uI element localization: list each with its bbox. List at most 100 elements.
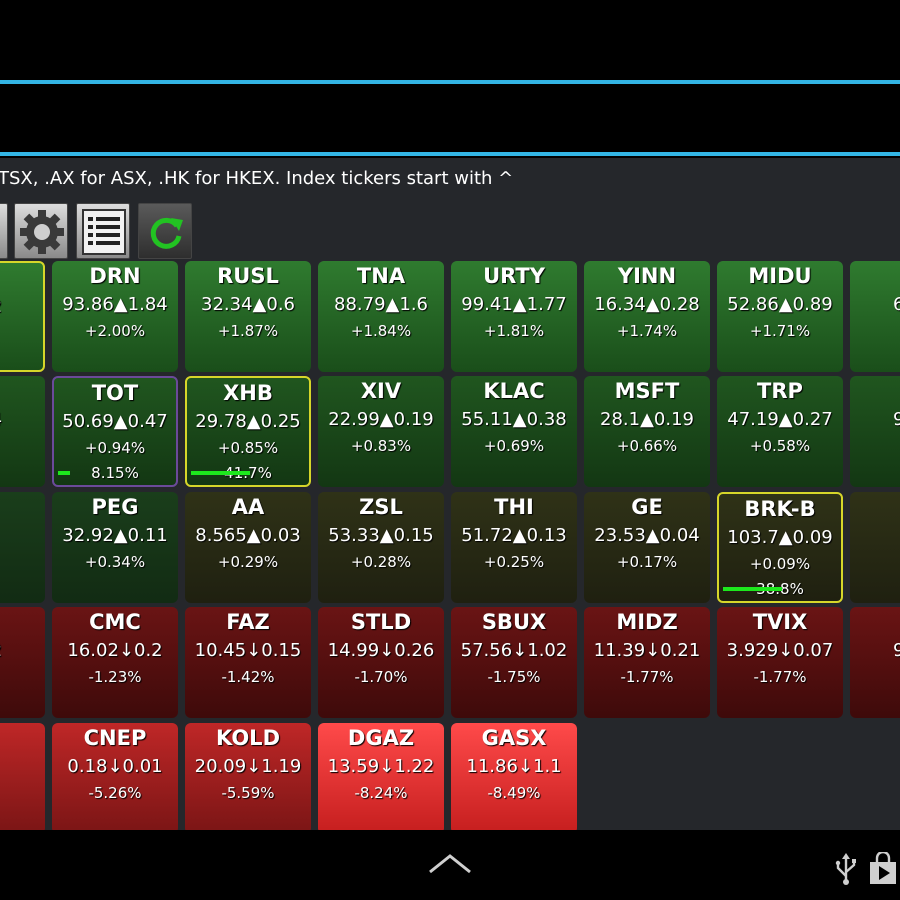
- ticker-symbol: STLD: [350, 610, 412, 634]
- ticker-tile-t[interactable]: T 9.32 -1: [850, 607, 900, 718]
- ticker-tile-aa[interactable]: AA 8.565▲0.03 +0.29%: [185, 492, 311, 603]
- ticker-symbol: PEG: [91, 495, 139, 519]
- ticker-tile-drn[interactable]: DRN 93.86▲1.84 +2.00%: [52, 261, 178, 372]
- accent-divider-bottom: [0, 152, 900, 156]
- ticker-tile-trp[interactable]: TRP 47.19▲0.27 +0.58%: [717, 376, 843, 487]
- ticker-tile-cmc[interactable]: CMC 16.02↓0.2 -1.23%: [52, 607, 178, 718]
- ticker-extra: 8.15%: [91, 464, 139, 482]
- ticker-price: 9.32: [892, 640, 900, 661]
- ticker-price: 29.78▲0.25: [195, 411, 301, 432]
- ticker-price: 55.11▲0.38: [461, 409, 567, 430]
- ticker-price: 2.5: [0, 756, 45, 777]
- ticker-change: +1.74%: [616, 322, 678, 340]
- ticker-change: %: [0, 553, 45, 571]
- ticker-symbol: SBUX: [481, 610, 547, 634]
- ticker-price: 16.02↓0.2: [67, 640, 163, 661]
- ticker-tile-l[interactable]: L 4.44%: [0, 376, 45, 487]
- ticker-tile-kold[interactable]: KOLD 20.09↓1.19 -5.59%: [185, 723, 311, 830]
- ticker-price: 16.34▲0.28: [594, 294, 700, 315]
- ticker-price: 10.45↓0.15: [194, 640, 302, 661]
- status-bar: [0, 0, 900, 82]
- ticker-change: +0.17%: [616, 553, 678, 571]
- ticker-price: 13.59↓1.22: [327, 756, 435, 777]
- ticker-tile-xiv[interactable]: XIV 22.99▲0.19 +0.83%: [318, 376, 444, 487]
- ticker-change: -5.26%: [88, 784, 142, 802]
- ticker-tile-bi[interactable]: BI 60.8: [850, 261, 900, 372]
- add-button[interactable]: [0, 203, 8, 259]
- ticker-tile-p[interactable]: P%: [850, 492, 900, 603]
- ticker-tile-thi[interactable]: THI 51.72▲0.13 +0.25%: [451, 492, 577, 603]
- ticker-change: -1.42%: [221, 668, 275, 686]
- gear-icon: [20, 210, 64, 254]
- ticker-tile-cnep[interactable]: CNEP 0.18↓0.01 -5.26%: [52, 723, 178, 830]
- ticker-tile-sbux[interactable]: SBUX 57.56↓1.02 -1.75%: [451, 607, 577, 718]
- ticker-tile-urty[interactable]: URTY 99.41▲1.77 +1.81%: [451, 261, 577, 372]
- ticker-tile-yinn[interactable]: YINN 16.34▲0.28 +1.74%: [584, 261, 710, 372]
- ticker-symbol: AA: [231, 495, 265, 519]
- ticker-change: %: [0, 668, 45, 686]
- ticker-tile-ge[interactable]: GE 23.53▲0.04 +0.17%: [584, 492, 710, 603]
- ticker-tile-rusl[interactable]: RUSL 32.34▲0.6 +1.87%: [185, 261, 311, 372]
- ticker-price: 0.18↓0.01: [67, 756, 163, 777]
- ticker-price: 99.41▲1.77: [461, 294, 567, 315]
- ticker-price: 47.19▲0.27: [727, 409, 833, 430]
- ticker-price: 60.8: [892, 294, 900, 315]
- settings-button[interactable]: [14, 203, 68, 259]
- ticker-tile-stld[interactable]: STLD 14.99↓0.26 -1.70%: [318, 607, 444, 718]
- ticker-change: +0.25%: [483, 553, 545, 571]
- ticker-tile-tna[interactable]: TNA 88.79▲1.6 +1.84%: [318, 261, 444, 372]
- navigation-bar: [0, 830, 900, 900]
- ticker-symbol: MSFT: [614, 379, 680, 403]
- ticker-symbol: DRN: [89, 264, 141, 288]
- ticker-symbol: FAZ: [226, 610, 270, 634]
- ticker-symbol: YINN: [617, 264, 677, 288]
- ticker-tile-gasx[interactable]: GASX 11.86↓1.1 -8.49%: [451, 723, 577, 830]
- ticker-change: -1.77%: [620, 668, 674, 686]
- ticker-change: +1.71%: [749, 322, 811, 340]
- ticker-tile-t[interactable]: T 2.5%: [0, 723, 45, 830]
- ticker-symbol: DGAZ: [347, 726, 415, 750]
- ticker-price: 11.39↓0.21: [593, 640, 701, 661]
- ticker-tile-zsl[interactable]: ZSL 53.33▲0.15 +0.28%: [318, 492, 444, 603]
- refresh-button[interactable]: [138, 203, 192, 259]
- ticker-symbol: TOT: [91, 381, 139, 405]
- ticker-price: 88.79▲1.6: [334, 294, 428, 315]
- ticker-symbol: MIDU: [748, 264, 812, 288]
- ticker-change: +0.34%: [84, 553, 146, 571]
- ticker-tile-g[interactable]: G 0.12%: [0, 607, 45, 718]
- ticker-symbol: TNA: [356, 264, 406, 288]
- ticker-change: +0.28%: [350, 553, 412, 571]
- ticker-symbol: T: [0, 726, 45, 750]
- chevron-up-icon[interactable]: [428, 850, 472, 876]
- ticker-price: 93.86▲1.84: [62, 294, 168, 315]
- ticker-tile-midu[interactable]: MIDU 52.86▲0.89 +1.71%: [717, 261, 843, 372]
- ticker-tile-d[interactable]: D 0.1%: [0, 492, 45, 603]
- ticker-symbol: KOLD: [216, 726, 280, 750]
- ticker-symbol: GE: [631, 495, 663, 519]
- ticker-symbol: XIV: [360, 379, 402, 403]
- ticker-tile-faz[interactable]: FAZ 10.45↓0.15 -1.42%: [185, 607, 311, 718]
- ticker-tile-klac[interactable]: KLAC 55.11▲0.38 +0.69%: [451, 376, 577, 487]
- ticker-tile-msft[interactable]: MSFT 28.1▲0.19 +0.66%: [584, 376, 710, 487]
- ticker-hint: TSX, .AX for ASX, .HK for HKEX. Index ti…: [0, 168, 514, 189]
- ticker-tile-k[interactable]: K 93.9%: [850, 376, 900, 487]
- ticker-change: +0.66%: [616, 437, 678, 455]
- ticker-tile-midz[interactable]: MIDZ 11.39↓0.21 -1.77%: [584, 607, 710, 718]
- ticker-price: 51.72▲0.13: [461, 525, 567, 546]
- ticker-price: 1.72: [0, 296, 43, 317]
- ticker-price: 0.12: [0, 640, 45, 661]
- ticker-tile-dgaz[interactable]: DGAZ 13.59↓1.22 -8.24%: [318, 723, 444, 830]
- heatmap-grid: U 1.72% 4% DRN 93.86▲1.84 +2.00% RUSL 32.34▲0.6…: [0, 158, 900, 830]
- ticker-symbol: U: [0, 266, 43, 290]
- ticker-price: 23.53▲0.04: [594, 525, 700, 546]
- ticker-tile-tvix[interactable]: TVIX 3.929↓0.07 -1.77%: [717, 607, 843, 718]
- ticker-change: -1.23%: [88, 668, 142, 686]
- ticker-symbol: RUSL: [217, 264, 279, 288]
- list-button[interactable]: [76, 203, 130, 259]
- ticker-tile-tot[interactable]: TOT 50.69▲0.47 +0.94% 8.15%: [52, 376, 178, 487]
- ticker-price: 11.86↓1.1: [466, 756, 562, 777]
- ticker-tile-peg[interactable]: PEG 32.92▲0.11 +0.34%: [52, 492, 178, 603]
- ticker-tile-u[interactable]: U 1.72% 4%: [0, 261, 45, 372]
